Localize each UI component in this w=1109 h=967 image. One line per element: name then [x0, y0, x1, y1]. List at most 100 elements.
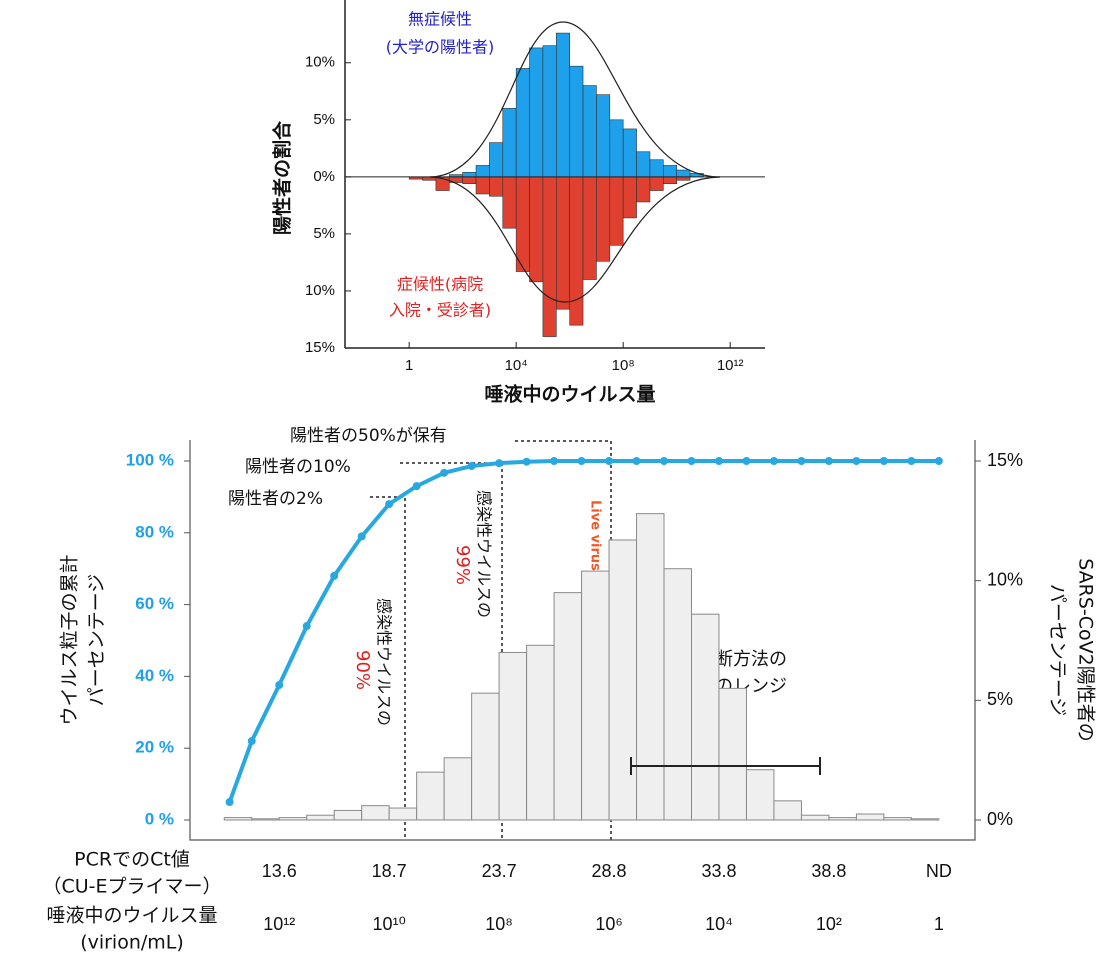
y2-axis-label: パーセンテージ — [1047, 584, 1069, 717]
bar — [581, 570, 610, 821]
bar — [773, 800, 802, 821]
bar — [676, 176, 691, 181]
x2-tick-label: 33.8 — [701, 861, 736, 881]
line-point — [467, 462, 476, 471]
y2-tick-label: 10% — [987, 569, 1023, 589]
bar — [498, 651, 528, 821]
x-tick-label: 10¹² — [263, 914, 295, 934]
bar — [691, 613, 720, 821]
x2-tick-label: 28.8 — [592, 861, 627, 881]
bar — [443, 757, 473, 821]
bar — [502, 108, 517, 178]
x-tick-label: 10¹⁰ — [373, 914, 406, 934]
bar — [515, 176, 530, 272]
x2-axis-label: （CU-Eプライマー） — [42, 876, 221, 898]
line-point — [687, 457, 696, 465]
bar — [649, 176, 664, 191]
bottom-chart: 0 % 20 % 40 % 60 % 80 % 100 % 0% 5% 10% 15% 13.6 18… — [126, 440, 1023, 934]
bar — [416, 771, 445, 821]
line-point — [495, 459, 504, 468]
bar — [555, 32, 570, 178]
annotation: 入院・受診者) — [389, 301, 491, 320]
annotation: 陽性者の50%が保有 — [290, 426, 447, 446]
annotation: 99% — [452, 545, 473, 585]
y-tick-label: 0% — [313, 168, 335, 185]
bar — [718, 687, 747, 821]
line-point — [522, 457, 531, 466]
bar — [855, 813, 885, 821]
bar — [636, 176, 651, 203]
bar — [596, 176, 611, 262]
bar — [582, 176, 597, 280]
line-point — [275, 681, 284, 690]
annotation: 無症候性 — [408, 10, 472, 29]
bar — [636, 151, 651, 178]
bar — [333, 809, 363, 821]
bar — [649, 159, 664, 178]
fit-curve — [429, 176, 721, 303]
bar — [278, 817, 308, 821]
line-point — [605, 457, 614, 465]
bar — [608, 539, 638, 821]
bar — [609, 176, 624, 246]
x-tick-label: 10⁸ — [485, 914, 513, 934]
bar — [361, 805, 390, 821]
x-tick-label: 10⁸ — [612, 357, 635, 374]
bar — [489, 142, 504, 178]
line-point — [330, 571, 339, 580]
frame — [189, 440, 976, 841]
range-bar — [630, 757, 821, 775]
line-point — [934, 457, 943, 465]
x2-tick-label: ND — [926, 861, 952, 881]
y-tick-label: 100 % — [126, 450, 174, 469]
line-point — [577, 457, 586, 465]
bar — [663, 176, 677, 184]
x-axis-label: (virion/mL) — [80, 932, 184, 954]
bar — [910, 818, 940, 821]
bar — [529, 47, 544, 178]
annotation: 90% — [352, 650, 373, 690]
x2-axis-label: PCRでのCt値 — [74, 849, 190, 871]
x-tick-label: 10⁶ — [595, 914, 622, 934]
bar — [388, 807, 418, 821]
annotation: 症候性(病院 — [397, 275, 483, 294]
annotation: 陽性者の2% — [228, 489, 323, 509]
bar — [526, 644, 555, 821]
bar — [622, 128, 637, 178]
line-point — [742, 457, 751, 465]
bar — [676, 169, 691, 178]
y-tick-label: 5% — [313, 111, 335, 128]
y2-tick-label: 15% — [987, 450, 1023, 470]
line-point — [440, 468, 449, 477]
annotation: Live virus — [588, 500, 603, 571]
y-tick-label: 10% — [305, 54, 335, 71]
line-point — [302, 622, 311, 631]
y-axis-label: 陽性者の割合 — [271, 120, 294, 235]
bar — [553, 592, 583, 821]
y-axis-label: パーセンテージ — [86, 574, 108, 707]
bar — [462, 171, 477, 178]
line-point — [714, 457, 723, 465]
top-chart: 10% 5% 0% 5% 10% 15% 1 10⁴ 10⁸ 10¹² — [305, 0, 765, 374]
x-tick-label: 10² — [816, 914, 842, 934]
x-tick-label: 1 — [934, 914, 944, 934]
bar — [475, 176, 490, 195]
bar — [502, 176, 517, 229]
annotation: 感染性ウイルスの — [375, 598, 394, 726]
bar — [609, 119, 624, 178]
y2-axis-label: SARS-CoV2陽性者の — [1075, 558, 1097, 742]
y-tick-label: 0 % — [145, 809, 174, 828]
bar — [462, 176, 477, 184]
annotation: 陽性者の10% — [245, 457, 351, 477]
x-tick-label: 1 — [405, 357, 413, 374]
line-point — [385, 500, 394, 509]
bar — [596, 94, 611, 178]
x2-tick-label: 23.7 — [482, 861, 517, 881]
x-axis-label: 唾液中のウイルス量 — [484, 383, 655, 406]
x-tick-label: 10⁴ — [505, 357, 528, 374]
bar — [883, 817, 912, 821]
bar — [471, 692, 500, 821]
x2-tick-label: 38.8 — [811, 861, 846, 881]
line-point — [797, 457, 806, 465]
y-tick-label: 15% — [305, 339, 335, 356]
